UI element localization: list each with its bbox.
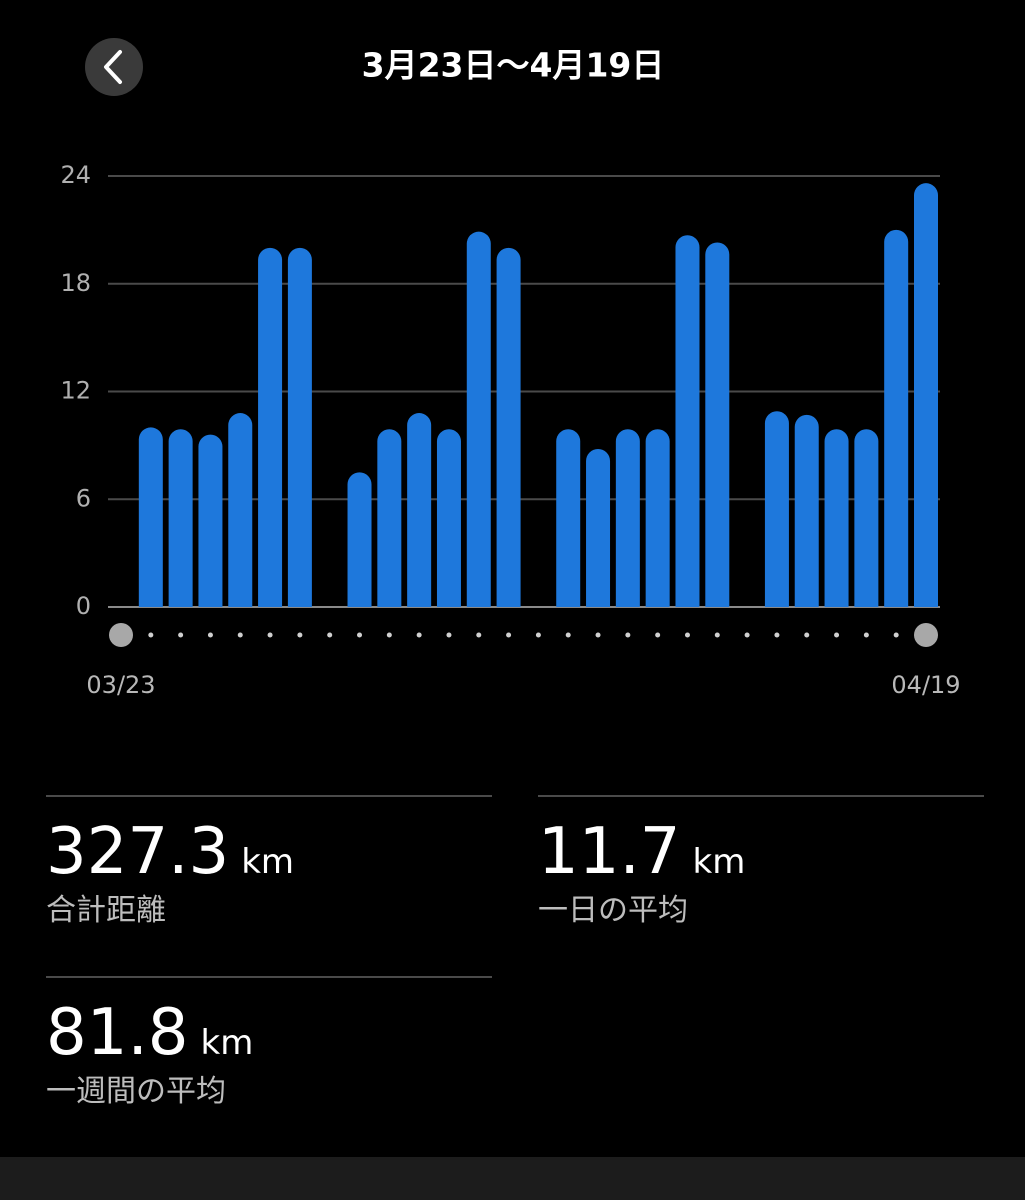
day-dot bbox=[893, 632, 899, 638]
bar bbox=[138, 427, 163, 607]
bar bbox=[705, 242, 730, 607]
day-dot bbox=[684, 632, 690, 638]
stat-value: 327.3 bbox=[46, 815, 229, 889]
bar bbox=[675, 235, 700, 607]
day-dot bbox=[178, 632, 184, 638]
day-dot bbox=[416, 632, 422, 638]
bar bbox=[854, 429, 879, 607]
bar bbox=[168, 429, 193, 607]
day-dot bbox=[834, 632, 840, 638]
bar bbox=[496, 247, 521, 607]
stat-unit: km bbox=[693, 842, 746, 882]
x-tick-label: 03/23 bbox=[86, 671, 155, 699]
day-dot bbox=[386, 632, 392, 638]
page-title: 3月23日～4月19日 bbox=[362, 46, 665, 85]
bottom-bar bbox=[0, 1157, 1025, 1200]
bar bbox=[228, 413, 253, 607]
y-tick-label: 24 bbox=[60, 161, 91, 189]
day-dot bbox=[109, 623, 133, 647]
back-button-circle[interactable] bbox=[85, 38, 143, 96]
bar bbox=[198, 434, 223, 607]
day-dot bbox=[625, 632, 631, 638]
bar bbox=[466, 231, 491, 608]
day-dot bbox=[297, 632, 303, 638]
bar bbox=[615, 429, 640, 607]
y-tick-label: 6 bbox=[76, 484, 91, 512]
day-dot bbox=[914, 623, 938, 647]
day-dot bbox=[506, 632, 512, 638]
bar bbox=[794, 414, 819, 607]
day-dot bbox=[863, 632, 869, 638]
bar bbox=[377, 429, 402, 607]
stat-unit: km bbox=[201, 1023, 254, 1063]
bar bbox=[764, 411, 789, 607]
x-tick-label: 04/19 bbox=[891, 671, 960, 699]
day-dot bbox=[714, 632, 720, 638]
day-dot bbox=[476, 632, 482, 638]
day-dot bbox=[327, 632, 333, 638]
bar bbox=[914, 183, 938, 607]
back-button[interactable] bbox=[85, 38, 143, 96]
day-dot bbox=[774, 632, 780, 638]
y-tick-label: 12 bbox=[60, 377, 91, 405]
stat-label: 一週間の平均 bbox=[46, 1074, 226, 1109]
bar bbox=[586, 448, 611, 607]
back-icon[interactable] bbox=[104, 50, 122, 84]
stat-value-text: 11.7 km bbox=[538, 815, 745, 889]
day-dot bbox=[237, 632, 243, 638]
y-tick-label: 0 bbox=[76, 592, 91, 620]
stat-label: 合計距離 bbox=[46, 893, 166, 928]
day-dot bbox=[357, 632, 363, 638]
stat-value-text: 81.8 km bbox=[46, 996, 253, 1070]
day-dot bbox=[595, 632, 601, 638]
day-dot bbox=[655, 632, 661, 638]
day-dot bbox=[744, 632, 750, 638]
day-dot bbox=[535, 632, 541, 638]
bar bbox=[645, 429, 670, 607]
day-dot bbox=[207, 632, 213, 638]
day-dot bbox=[446, 632, 452, 638]
stat-unit: km bbox=[241, 842, 294, 882]
y-tick-label: 18 bbox=[60, 269, 91, 297]
day-dot bbox=[565, 632, 571, 638]
bar bbox=[347, 472, 372, 607]
bar bbox=[884, 229, 909, 607]
bar bbox=[258, 247, 283, 607]
bar bbox=[436, 429, 461, 607]
day-dot bbox=[148, 632, 154, 638]
stat-value: 81.8 bbox=[46, 996, 189, 1070]
day-dot bbox=[804, 632, 810, 638]
stat-value: 11.7 bbox=[538, 815, 681, 889]
bar bbox=[287, 247, 312, 607]
bar bbox=[407, 413, 432, 607]
bar bbox=[556, 429, 581, 607]
bar bbox=[824, 429, 849, 607]
stat-label: 一日の平均 bbox=[538, 893, 688, 928]
day-dot bbox=[267, 632, 273, 638]
stat-value-text: 327.3 km bbox=[46, 815, 294, 889]
